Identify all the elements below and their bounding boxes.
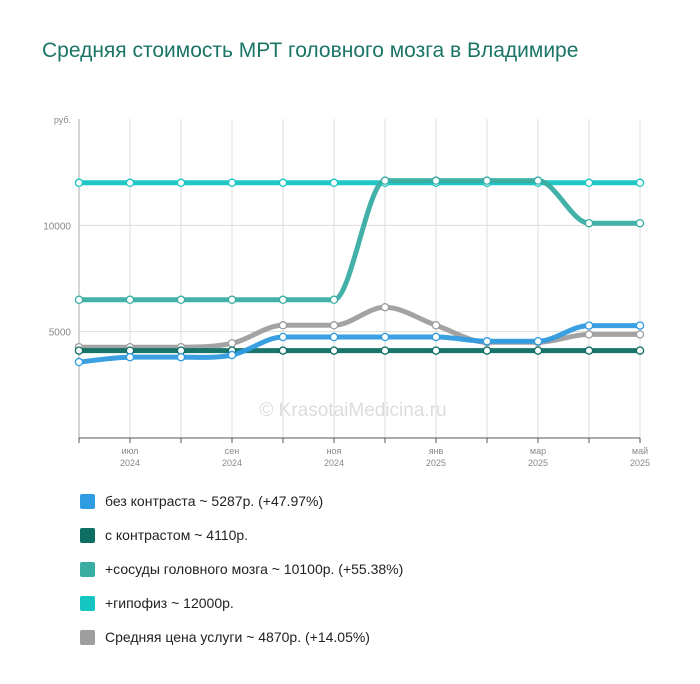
data-point: [227, 295, 237, 305]
data-point: [125, 352, 135, 362]
data-point: [584, 321, 594, 330]
x-tick-label-year: 2025: [528, 458, 548, 468]
data-point: [329, 295, 339, 305]
data-point: [635, 218, 645, 228]
x-tick-label-year: 2025: [426, 458, 446, 468]
data-point: [635, 330, 645, 339]
legend-label: Средняя цена услуги ~ 4870р. (+14.05%): [105, 629, 370, 645]
data-point: [74, 295, 84, 305]
legend-label: +гипофиз ~ 12000р.: [105, 595, 234, 611]
data-point: [584, 330, 594, 339]
legend-item[interactable]: Средняя цена услуги ~ 4870р. (+14.05%): [80, 620, 403, 654]
data-point: [431, 346, 441, 355]
x-tick-label-year: 2025: [630, 458, 650, 468]
data-point: [278, 295, 288, 305]
series-line: [76, 323, 643, 365]
x-tick-label-month: мар: [530, 446, 546, 456]
data-point: [125, 178, 135, 188]
data-point: [176, 178, 186, 188]
data-point: [125, 295, 135, 305]
data-point: [635, 321, 645, 330]
data-point: [329, 346, 339, 355]
series-line: [76, 178, 643, 303]
data-point: [533, 346, 543, 355]
data-point: [431, 176, 441, 185]
data-point: [227, 350, 237, 360]
legend-item[interactable]: +гипофиз ~ 12000р.: [80, 586, 403, 620]
data-point: [482, 346, 492, 355]
chart-legend: без контраста ~ 5287р. (+47.97%) с контра…: [80, 484, 403, 654]
line-chart: 5000 10000 руб. июл 2024 сен 2024 ноя 2024 янв 202…: [43, 115, 650, 468]
x-tick-label-year: 2024: [324, 458, 344, 468]
legend-label: +сосуды головного мозга ~ 10100р. (+55.3…: [105, 561, 404, 577]
x-tick-label-month: сен: [225, 446, 240, 456]
data-point: [584, 346, 594, 355]
chart-title: Средняя стоимость МРТ головного мозга в …: [42, 39, 579, 62]
data-point: [74, 178, 84, 188]
x-tick-label-month: июл: [122, 446, 139, 456]
legend-item[interactable]: с контрастом ~ 4110р.: [80, 518, 403, 552]
legend-swatch: [80, 527, 95, 543]
series-line: [76, 304, 643, 350]
data-point: [227, 178, 237, 188]
legend-swatch: [80, 561, 95, 577]
data-point: [176, 295, 186, 305]
x-tick-label-month: янв: [429, 446, 444, 456]
data-point: [635, 178, 645, 188]
data-point: [329, 321, 339, 330]
x-tick-label-year: 2024: [222, 458, 242, 468]
x-tick-label-year: 2024: [120, 458, 140, 468]
data-point: [278, 178, 288, 188]
data-point: [431, 332, 441, 342]
x-tick-label-month: ноя: [327, 446, 342, 456]
data-point: [278, 346, 288, 355]
data-point: [533, 176, 543, 185]
data-point: [482, 336, 492, 346]
data-point: [431, 321, 441, 330]
data-point: [329, 332, 339, 342]
watermark: © KrasotaiMedicina.ru: [259, 400, 446, 421]
legend-label: без контраста ~ 5287р. (+47.97%): [105, 493, 324, 509]
legend-label: с контрастом ~ 4110р.: [105, 527, 249, 543]
data-point: [482, 176, 492, 185]
legend-item[interactable]: без контраста ~ 5287р. (+47.97%): [80, 484, 403, 518]
legend-item[interactable]: +сосуды головного мозга ~ 10100р. (+55.3…: [80, 552, 403, 586]
data-point: [227, 339, 237, 348]
data-point: [584, 178, 594, 188]
data-point: [635, 346, 645, 355]
data-point: [176, 352, 186, 362]
legend-swatch: [80, 595, 95, 611]
y-axis-label: руб.: [54, 115, 71, 125]
data-point: [380, 176, 390, 185]
data-point: [329, 178, 339, 188]
data-point: [533, 336, 543, 346]
data-point: [380, 332, 390, 342]
legend-swatch: [80, 493, 95, 509]
data-point: [380, 302, 390, 312]
data-point: [278, 321, 288, 330]
legend-swatch: [80, 629, 95, 645]
data-point: [74, 357, 84, 367]
y-tick-label: 10000: [43, 221, 71, 232]
data-point: [584, 218, 594, 228]
data-point: [278, 332, 288, 342]
x-tick-label-month: май: [632, 446, 648, 456]
data-point: [74, 346, 84, 355]
y-tick-label: 5000: [49, 328, 72, 339]
data-point: [380, 346, 390, 355]
